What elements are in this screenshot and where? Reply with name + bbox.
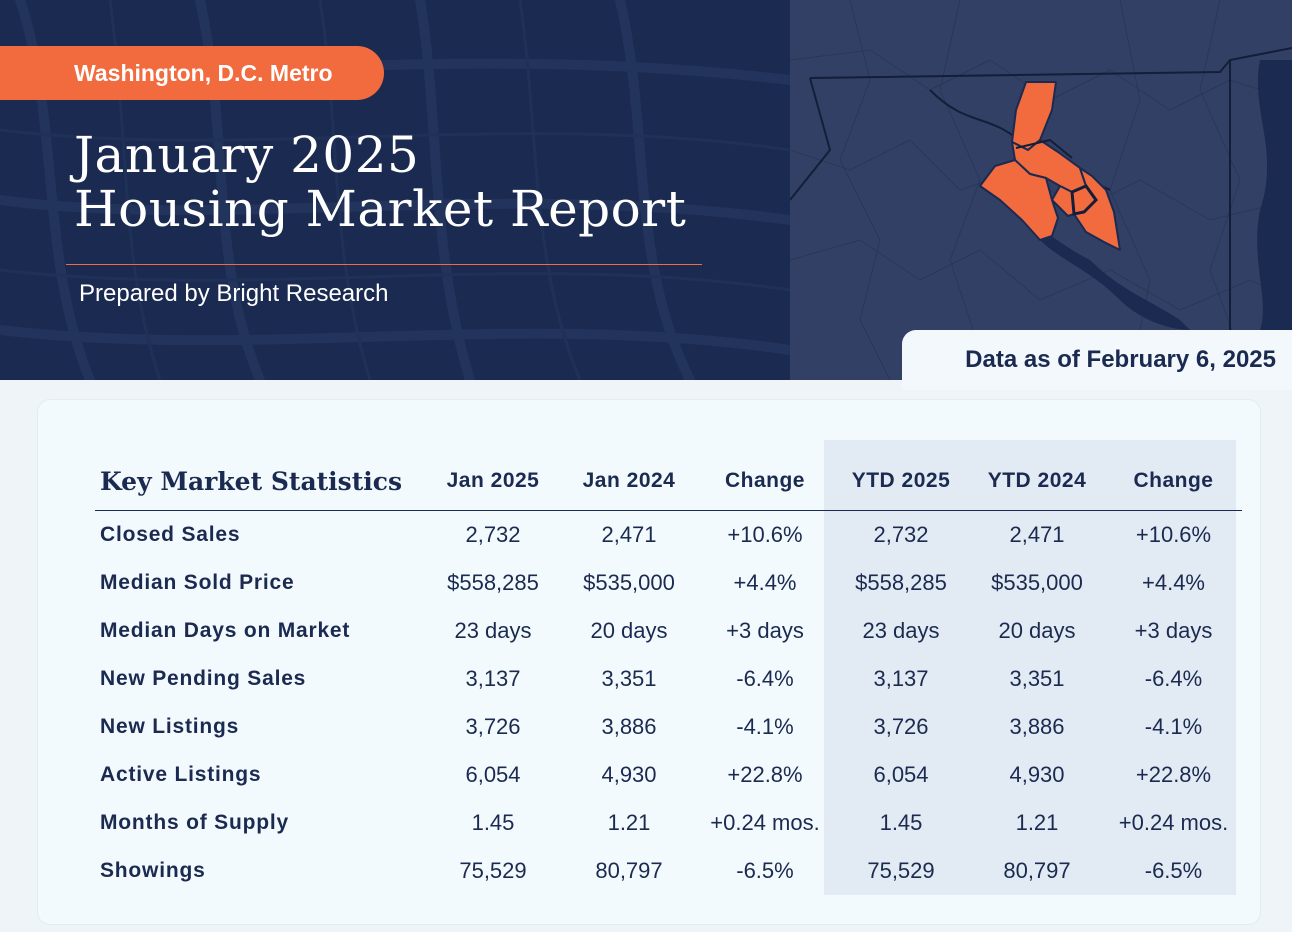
table-row: Active Listings 6,054 4,930 +22.8% 6,054… <box>95 751 1242 799</box>
table-row: Months of Supply 1.45 1.21 +0.24 mos. 1.… <box>95 799 1242 847</box>
table-cell: 3,886 <box>601 714 657 739</box>
title-divider <box>66 264 702 265</box>
metric-label: Months of Supply <box>100 811 289 834</box>
table-row: Median Sold Price $558,285 $535,000 +4.4… <box>95 559 1242 607</box>
table-cell: 1.45 <box>471 810 515 835</box>
page-title: January 2025 Housing Market Report <box>74 128 686 236</box>
table-cell: 23 days <box>454 618 532 643</box>
table-cell: -6.5% <box>1144 858 1203 883</box>
table-cell: 2,471 <box>1009 522 1065 547</box>
map-icon <box>789 0 1292 380</box>
statistics-card: Key Market Statistics Jan 2025 Jan 2024 … <box>38 400 1260 924</box>
table-cell: -4.1% <box>736 714 794 739</box>
title-line-2: Housing Market Report <box>74 180 687 238</box>
key-market-statistics-table: Key Market Statistics Jan 2025 Jan 2024 … <box>95 452 1242 895</box>
table-cell: 75,529 <box>459 858 527 883</box>
table-cell: 6,054 <box>465 762 521 787</box>
table-row: Closed Sales 2,732 2,471 +10.6% 2,732 2,… <box>95 511 1242 560</box>
table-row: New Listings 3,726 3,886 -4.1% 3,726 3,8… <box>95 703 1242 751</box>
table-cell: 3,726 <box>873 714 929 739</box>
table-cell: +0.24 mos. <box>1118 810 1229 835</box>
column-header: YTD 2024 <box>969 452 1105 511</box>
table-cell: -6.5% <box>736 858 794 883</box>
table-cell: 3,351 <box>601 666 657 691</box>
title-line-1: January 2025 <box>74 126 420 184</box>
table-cell: $535,000 <box>583 570 675 595</box>
metric-label: New Listings <box>100 715 240 738</box>
table-cell: +0.24 mos. <box>710 810 820 835</box>
data-as-of-label: Data as of February 6, 2025 <box>965 346 1276 373</box>
table-cell: 75,529 <box>867 858 935 883</box>
table-cell: 3,137 <box>465 666 521 691</box>
table-cell: 2,732 <box>465 522 521 547</box>
table-cell: 20 days <box>590 618 668 643</box>
metric-label: New Pending Sales <box>100 667 307 690</box>
table-cell: +3 days <box>1134 618 1213 643</box>
table-cell: +22.8% <box>727 762 803 787</box>
table-cell: +10.6% <box>1135 522 1212 547</box>
table-row: New Pending Sales 3,137 3,351 -6.4% 3,13… <box>95 655 1242 703</box>
table-cell: +4.4% <box>1142 570 1205 595</box>
metric-label: Closed Sales <box>100 523 241 546</box>
region-map <box>789 0 1292 380</box>
table-cell: 1.21 <box>607 810 651 835</box>
table-cell: 2,471 <box>601 522 657 547</box>
table-cell: 4,930 <box>601 762 657 787</box>
table-cell: -6.4% <box>736 666 794 691</box>
table-cell: +3 days <box>726 618 804 643</box>
table-cell: $535,000 <box>991 570 1083 595</box>
table-cell: -4.1% <box>1144 714 1203 739</box>
metric-label: Active Listings <box>100 763 262 786</box>
table-cell: $558,285 <box>855 570 947 595</box>
table-cell: 23 days <box>862 618 940 643</box>
table-cell: +22.8% <box>1135 762 1212 787</box>
data-as-of-tab: Data as of February 6, 2025 <box>902 330 1292 390</box>
table-cell: 3,886 <box>1009 714 1065 739</box>
column-header: Jan 2025 <box>425 452 561 511</box>
table-cell: +4.4% <box>733 570 797 595</box>
report-header: Washington, D.C. Metro January 2025 Hous… <box>0 0 1292 380</box>
table-header-row: Key Market Statistics Jan 2025 Jan 2024 … <box>95 452 1242 511</box>
prepared-by: Prepared by Bright Research <box>79 280 389 307</box>
table-row: Showings 75,529 80,797 -6.5% 75,529 80,7… <box>95 847 1242 895</box>
ytd-column-highlight <box>824 440 1236 895</box>
table-row: Median Days on Market 23 days 20 days +3… <box>95 607 1242 655</box>
metric-label: Median Sold Price <box>100 571 295 594</box>
table-cell: 20 days <box>998 618 1076 643</box>
column-header: Change <box>1105 452 1242 511</box>
table-cell: 4,930 <box>1009 762 1065 787</box>
column-header: Change <box>697 452 833 511</box>
region-badge: Washington, D.C. Metro <box>0 46 384 100</box>
table-cell: 80,797 <box>595 858 663 883</box>
table-cell: 3,137 <box>873 666 929 691</box>
table-cell: $558,285 <box>447 570 539 595</box>
table-cell: 1.45 <box>879 810 923 835</box>
table-cell: 6,054 <box>873 762 929 787</box>
table-cell: 1.21 <box>1015 810 1059 835</box>
table-title: Key Market Statistics <box>95 452 425 511</box>
table-cell: 3,726 <box>465 714 521 739</box>
column-header: Jan 2024 <box>561 452 697 511</box>
metric-label: Median Days on Market <box>100 619 351 642</box>
table-cell: 3,351 <box>1009 666 1065 691</box>
table-cell: 2,732 <box>873 522 929 547</box>
table-cell: -6.4% <box>1144 666 1203 691</box>
table-cell: 80,797 <box>1003 858 1071 883</box>
column-header: YTD 2025 <box>833 452 969 511</box>
table-cell: +10.6% <box>727 522 803 547</box>
metric-label: Showings <box>100 859 206 882</box>
